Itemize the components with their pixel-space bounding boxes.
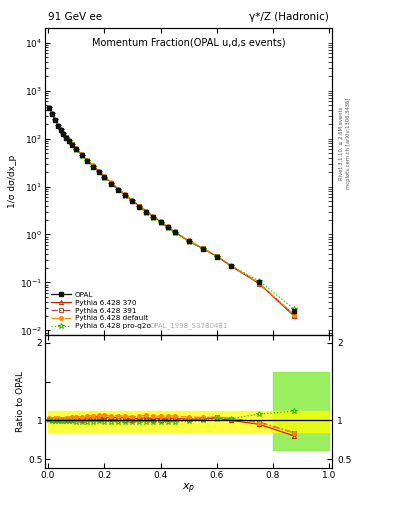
Legend: OPAL, Pythia 6.428 370, Pythia 6.428 391, Pythia 6.428 default, Pythia 6.428 pro: OPAL, Pythia 6.428 370, Pythia 6.428 391… bbox=[49, 290, 153, 331]
Text: mcplots.cern.ch [arXiv:1306.3436]: mcplots.cern.ch [arXiv:1306.3436] bbox=[346, 98, 351, 189]
Y-axis label: Ratio to OPAL: Ratio to OPAL bbox=[16, 371, 25, 432]
Text: Rivet 3.1.10, ≥ 2.6M events: Rivet 3.1.10, ≥ 2.6M events bbox=[339, 106, 344, 180]
Text: OPAL_1998_S3780481: OPAL_1998_S3780481 bbox=[149, 322, 228, 329]
Text: 91 GeV ee: 91 GeV ee bbox=[48, 12, 102, 22]
Text: γ*/Z (Hadronic): γ*/Z (Hadronic) bbox=[249, 12, 329, 22]
Y-axis label: 1/σ dσ/dx_p: 1/σ dσ/dx_p bbox=[8, 155, 17, 208]
X-axis label: $x_p$: $x_p$ bbox=[182, 482, 195, 496]
Text: Momentum Fraction(OPAL u,d,s events): Momentum Fraction(OPAL u,d,s events) bbox=[92, 37, 285, 48]
